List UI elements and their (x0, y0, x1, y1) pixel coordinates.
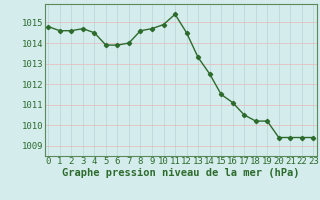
X-axis label: Graphe pression niveau de la mer (hPa): Graphe pression niveau de la mer (hPa) (62, 168, 300, 178)
